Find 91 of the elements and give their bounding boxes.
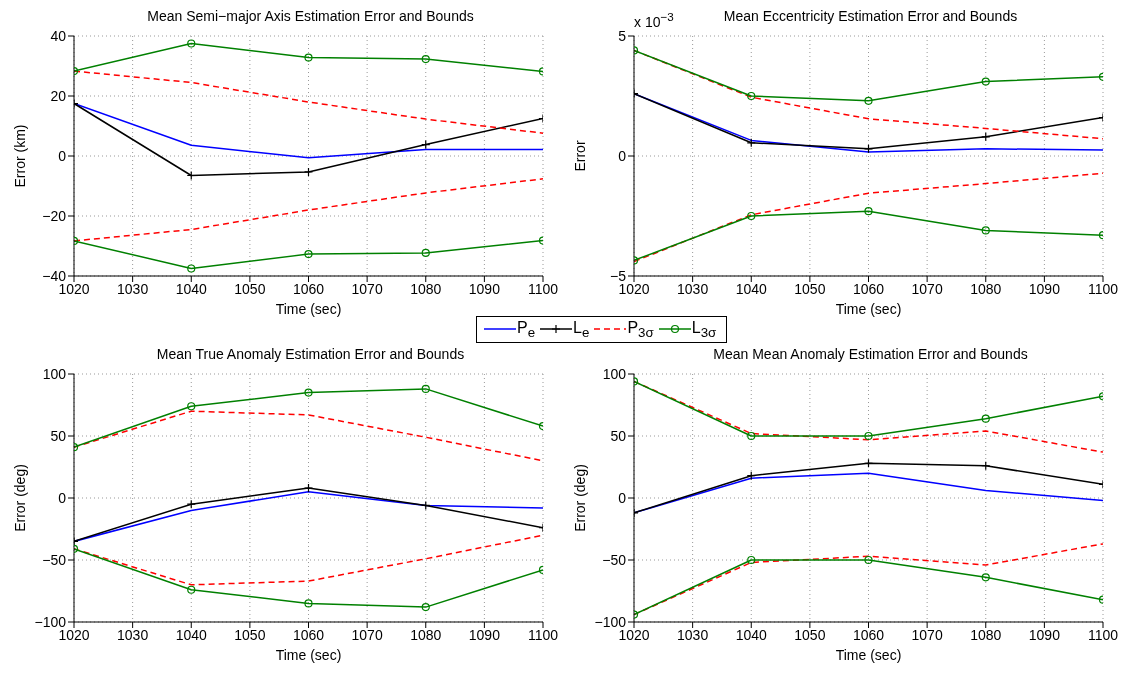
x-tick-label: 1050 bbox=[794, 280, 826, 297]
y-axis-title: Error bbox=[571, 140, 588, 172]
point bbox=[187, 402, 196, 411]
y-tick-label: 100 bbox=[602, 365, 627, 382]
y-tick-label: 0 bbox=[618, 489, 627, 506]
chart-title: Mean Mean Anomaly Estimation Error and Bounds bbox=[712, 346, 1029, 364]
chart-title: Mean Semi−major Axis Estimation Error and Bounds bbox=[146, 8, 475, 26]
chart-title: Mean True Anomaly Estimation Error and Bounds bbox=[155, 346, 466, 364]
point bbox=[421, 384, 430, 393]
point bbox=[304, 388, 313, 397]
x-tick-label: 1060 bbox=[292, 280, 325, 297]
x-tick-label: 1090 bbox=[1028, 626, 1061, 643]
point bbox=[187, 39, 196, 48]
line-series bbox=[74, 102, 543, 159]
x-tick-label: 1030 bbox=[677, 280, 709, 297]
point bbox=[421, 603, 430, 612]
point bbox=[747, 555, 756, 565]
x-axis-title: Time (sec) bbox=[275, 301, 342, 317]
x-tick-label: 1040 bbox=[175, 626, 208, 643]
point bbox=[304, 53, 313, 62]
x-tick-label: 1090 bbox=[1028, 280, 1061, 297]
point bbox=[187, 264, 196, 273]
x-tick-label: 1070 bbox=[911, 626, 943, 643]
point bbox=[421, 248, 430, 257]
y-tick-label: 50 bbox=[610, 427, 627, 444]
x-tick-label: 1100 bbox=[1087, 280, 1119, 297]
x-axis-title: Time (sec) bbox=[835, 301, 902, 317]
y-tick-label: 20 bbox=[50, 87, 67, 104]
x-axis-title: Time (sec) bbox=[275, 647, 342, 663]
point bbox=[304, 599, 313, 608]
x-tick-label: 1030 bbox=[677, 626, 709, 643]
point bbox=[421, 55, 430, 64]
point bbox=[981, 573, 990, 582]
point bbox=[864, 96, 873, 105]
point bbox=[864, 207, 873, 216]
x-tick-label: 1070 bbox=[351, 280, 383, 297]
point bbox=[981, 77, 990, 86]
y-tick-label: 100 bbox=[42, 365, 67, 382]
point bbox=[747, 431, 756, 441]
x-tick-label: 1080 bbox=[410, 626, 442, 643]
y-tick-label: 0 bbox=[58, 489, 67, 506]
point bbox=[864, 431, 873, 441]
x-tick-label: 1050 bbox=[234, 626, 266, 643]
x-tick-label: 1030 bbox=[117, 280, 149, 297]
y-tick-label: −20 bbox=[42, 207, 67, 224]
x-tick-label: 1080 bbox=[970, 626, 1002, 643]
x-tick-label: 1070 bbox=[911, 280, 943, 297]
legend-label: L$_{e}$ bbox=[573, 319, 590, 341]
point bbox=[187, 585, 196, 594]
x-tick-label: 1040 bbox=[735, 626, 768, 643]
point bbox=[747, 211, 756, 221]
point bbox=[303, 167, 314, 177]
point bbox=[303, 483, 314, 493]
text: x 10$^{−3}$ bbox=[634, 10, 674, 30]
point bbox=[747, 91, 756, 101]
x-tick-label: 1080 bbox=[970, 280, 1002, 297]
x-tick-label: 1100 bbox=[527, 626, 559, 643]
y-tick-label: 50 bbox=[50, 427, 67, 444]
legend-label: L$_{3σ}$ bbox=[691, 319, 717, 341]
x-tick-label: 1090 bbox=[468, 280, 501, 297]
point bbox=[981, 226, 990, 235]
point bbox=[981, 414, 990, 423]
line-series bbox=[634, 172, 1103, 263]
chart-title: Mean Eccentricity Estimation Error and Bounds bbox=[723, 8, 1018, 24]
y-axis-title: Error (deg) bbox=[571, 464, 588, 532]
x-tick-label: 1090 bbox=[468, 626, 501, 643]
x-tick-label: 1080 bbox=[410, 280, 442, 297]
x-tick-label: 1050 bbox=[794, 626, 826, 643]
x-tick-label: 1040 bbox=[735, 280, 768, 297]
x-tick-label: 1100 bbox=[1087, 626, 1119, 643]
x-tick-label: 1060 bbox=[852, 280, 885, 297]
y-tick-label: −50 bbox=[602, 551, 627, 568]
legend-label: P$_{3σ}$ bbox=[627, 319, 654, 341]
y-tick-label: −50 bbox=[42, 551, 67, 568]
point bbox=[304, 250, 313, 259]
y-tick-label: 40 bbox=[50, 27, 67, 44]
x-axis-title: Time (sec) bbox=[835, 647, 902, 663]
x-tick-label: 1050 bbox=[234, 280, 266, 297]
y-axis-title: Error (km) bbox=[11, 124, 28, 188]
y-tick-label: 0 bbox=[58, 147, 67, 164]
legend-label: P$_{e}$ bbox=[517, 319, 536, 341]
x-tick-label: 1030 bbox=[117, 626, 149, 643]
x-tick-label: 1070 bbox=[351, 626, 383, 643]
y-axis-title: Error (deg) bbox=[11, 464, 28, 532]
x-tick-label: 1060 bbox=[292, 626, 325, 643]
y-tick-label: 5 bbox=[618, 27, 627, 44]
x-tick-label: 1040 bbox=[175, 280, 208, 297]
y-tick-label: 0 bbox=[618, 147, 627, 164]
point bbox=[864, 555, 873, 565]
x-tick-label: 1100 bbox=[527, 280, 559, 297]
x-tick-label: 1060 bbox=[852, 626, 885, 643]
